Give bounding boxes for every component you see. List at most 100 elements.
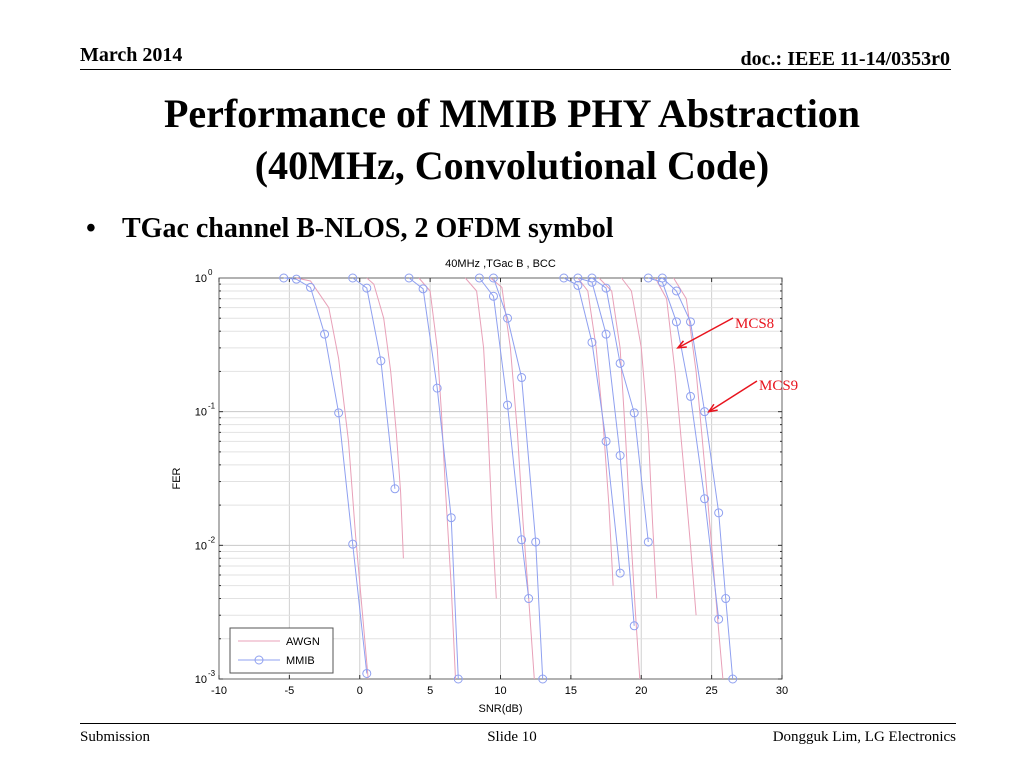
chart-grid [218,278,783,680]
mmib-marker [503,400,513,410]
awgn-curve [366,277,404,559]
awgn-curve [673,277,724,680]
mmib-marker [601,436,611,446]
annotation-arrowhead [676,340,687,349]
mmib-curve [648,277,720,620]
slide-title: Performance of MMIB PHY Abstraction (40M… [60,88,964,192]
y-tick-label: 10 [195,273,207,285]
x-tick-label: 10 [494,685,506,697]
annotation-label-mcs8: MCS8 [735,316,774,332]
awgn-curve [598,277,641,680]
legend-marker-mmib [254,655,264,665]
mmib-marker [601,283,611,293]
mmib-marker [686,391,696,401]
mmib-marker [573,273,583,283]
mmib-marker [643,537,653,547]
awgn-curve [577,277,614,586]
mmib-marker [320,329,330,339]
mmib-marker [671,286,681,296]
x-tick-label: 0 [357,685,363,697]
mmib-marker [348,539,358,549]
mmib-marker [671,317,681,327]
awgn-curve [418,277,456,680]
legend-label-awgn: AWGN [286,636,320,648]
y-tick-label: 10 [195,407,207,419]
y-tick-exponent: -1 [208,402,216,411]
mmib-curve [352,277,396,489]
mmib-marker [559,273,569,283]
mmib-curve [408,277,459,680]
bullet-icon: • [86,213,96,244]
footer-slide-number: Slide 10 [487,729,537,745]
awgn-curve [654,277,697,616]
chart-annotations: MCS8 MCS9 [676,316,798,413]
mmib-curve [577,277,635,626]
mmib-curve [479,277,530,599]
mmib-marker [587,273,597,283]
mmib-marker [517,373,527,383]
x-tick-label: 20 [635,685,647,697]
header-divider [80,69,951,70]
footer-submission: Submission [80,729,151,745]
y-tick-exponent: -2 [208,535,216,544]
annotation-arrow [677,317,734,349]
mmib-marker [376,356,386,366]
mmib-curve [591,277,649,543]
mmib-marker [643,273,653,283]
slide-title-line-1: Performance of MMIB PHY Abstraction [163,91,861,136]
x-axis-label: SNR(dB) [478,703,522,715]
x-tick-label: -5 [284,685,294,697]
chart-series [279,273,738,684]
header-doc-id: doc.: IEEE 11-14/0353r0 [740,48,950,70]
mmib-marker [390,484,400,494]
legend-label-mmib: MMIB [286,655,315,667]
annotation-arrow [708,380,758,413]
mmib-marker [601,329,611,339]
mmib-marker [305,282,315,292]
mmib-marker [334,408,344,418]
x-tick-label: 30 [776,685,788,697]
x-tick-label: 15 [565,685,577,697]
footer-author: Dongguk Lim, LG Electronics [772,729,956,745]
mmib-marker [418,284,428,294]
mmib-marker [615,358,625,368]
mmib-marker [587,337,597,347]
y-tick-label: 10 [195,674,207,686]
mmib-marker [524,594,534,604]
mmib-marker [686,317,696,327]
mmib-marker [503,313,513,323]
bullet-item: • TGac channel B-NLOS, 2 OFDM symbol [86,213,614,245]
mmib-curve [563,277,621,574]
y-tick-label: 10 [195,540,207,552]
mmib-curve [493,277,544,680]
mmib-marker [728,674,738,684]
chart-title: 40MHz ,TGac B , BCC [445,258,556,270]
mmib-marker [615,568,625,578]
mmib-marker [517,535,527,545]
mmib-marker [714,508,724,518]
mmib-marker [531,537,541,547]
mmib-marker [279,273,289,283]
mmib-marker [291,274,301,284]
mmib-marker [404,273,414,283]
mmib-marker [446,513,456,523]
annotation-arrowhead [707,403,718,413]
x-tick-label: 5 [427,685,433,697]
mmib-marker [629,408,639,418]
mmib-marker [432,383,442,393]
annotation-label-mcs9: MCS9 [759,378,798,394]
awgn-curve [296,277,369,680]
mmib-marker [362,668,372,678]
mmib-marker [348,273,358,283]
mmib-marker [488,273,498,283]
mmib-marker [615,450,625,460]
chart-legend: AWGN MMIB [229,627,334,674]
x-tick-label: 25 [706,685,718,697]
mmib-marker [700,494,710,504]
mmib-marker [629,621,639,631]
x-tick-label: -10 [211,685,227,697]
mmib-marker [714,614,724,624]
mmib-marker [474,273,484,283]
slide-title-line-2: (40MHz, Convolutional Code) [254,143,770,188]
